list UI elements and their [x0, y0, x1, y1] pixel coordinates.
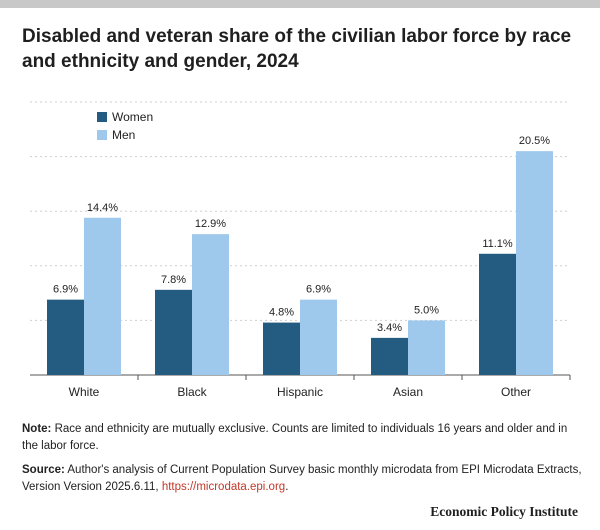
- legend-swatch-women: [97, 112, 107, 122]
- bar-women-black: [155, 289, 192, 375]
- x-tick-label-other: Other: [501, 385, 531, 399]
- bar-men-other: [516, 151, 553, 375]
- source-text: Author's analysis of Current Population …: [22, 464, 582, 493]
- note-paragraph: Note: Race and ethnicity are mutually ex…: [22, 421, 582, 455]
- bar-women-hispanic: [263, 322, 300, 375]
- legend-label-women: Women: [112, 110, 153, 124]
- data-label-women-asian: 3.4%: [377, 322, 402, 334]
- bar-men-hispanic: [300, 299, 337, 375]
- x-tick-label-white: White: [69, 385, 100, 399]
- data-label-men-other: 20.5%: [519, 135, 550, 147]
- source-label: Source:: [22, 464, 65, 476]
- brand-logo: Economic Policy Institute: [430, 504, 578, 519]
- chart-title: Disabled and veteran share of the civili…: [22, 26, 572, 72]
- data-label-men-asian: 5.0%: [414, 304, 439, 316]
- note-text: Race and ethnicity are mutually exclusiv…: [22, 423, 568, 452]
- data-label-women-white: 6.9%: [53, 284, 78, 296]
- source-paragraph: Source: Author's analysis of Current Pop…: [22, 462, 582, 496]
- bar-women-other: [479, 253, 516, 375]
- data-label-women-black: 7.8%: [161, 274, 186, 286]
- bar-men-white: [84, 217, 121, 375]
- notes-section: Note: Race and ethnicity are mutually ex…: [22, 421, 582, 503]
- data-label-women-hispanic: 4.8%: [269, 307, 294, 319]
- x-tick-label-hispanic: Hispanic: [277, 385, 323, 399]
- bar-men-asian: [408, 320, 445, 375]
- top-bar: [0, 0, 600, 8]
- x-tick-label-black: Black: [177, 385, 207, 399]
- data-label-women-other: 11.1%: [482, 238, 513, 250]
- note-label: Note:: [22, 423, 52, 435]
- bar-women-white: [47, 299, 84, 375]
- source-end: .: [285, 481, 289, 493]
- legend-swatch-men: [97, 130, 107, 140]
- data-label-men-white: 14.4%: [87, 202, 118, 214]
- data-label-men-hispanic: 6.9%: [306, 284, 331, 296]
- source-link[interactable]: https://microdata.epi.org: [161, 481, 286, 493]
- legend-label-men: Men: [112, 128, 135, 142]
- bar-chart: 6.9% 14.4% White 7.8% 12.9% Black 4.8% 6.9% Hisp…: [30, 101, 571, 399]
- x-tick-label-asian: Asian: [393, 385, 423, 399]
- bar-men-black: [192, 234, 229, 375]
- data-label-men-black: 12.9%: [195, 218, 226, 230]
- bar-women-asian: [371, 337, 408, 375]
